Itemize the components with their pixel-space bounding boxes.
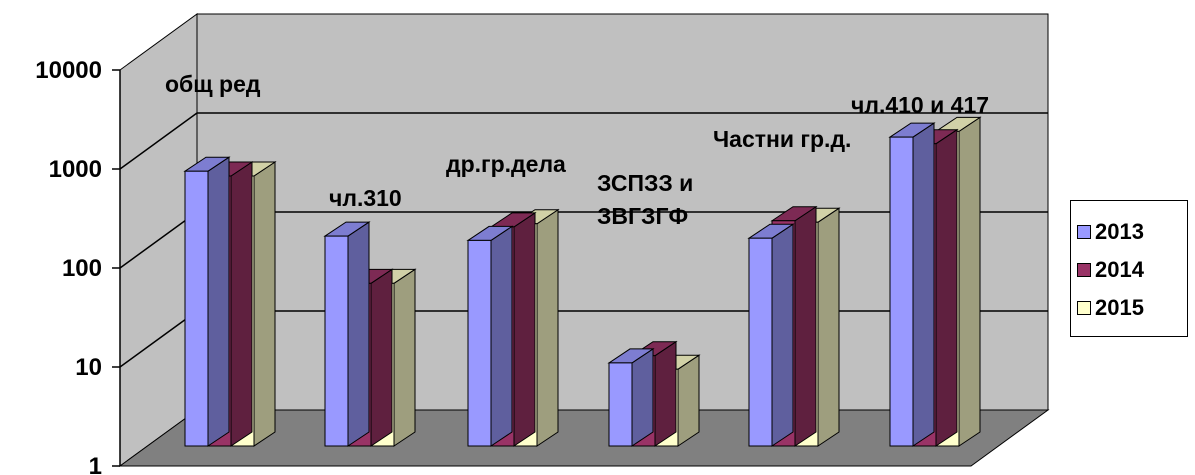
y-tick-label: 1000 [49, 156, 102, 183]
legend-label: 2014 [1095, 257, 1144, 282]
gridline-side [119, 211, 198, 269]
y-tick-label: 100 [62, 255, 102, 282]
category-label: чл.410 и 417 [851, 92, 989, 118]
legend-item-2014: 2014 [1077, 257, 1144, 283]
bar-2013-6 [888, 122, 936, 447]
y-tick-label: 1 [89, 453, 102, 475]
bar-2013-4 [607, 347, 655, 447]
legend-swatch-2015 [1077, 301, 1091, 315]
legend-swatch-2013 [1077, 225, 1091, 239]
category-label: ЗСПЗЗ и [597, 170, 693, 196]
category-label: чл.310 [329, 185, 402, 211]
legend: 2013 2014 2015 [1070, 200, 1188, 337]
bar-2013-5 [747, 223, 795, 447]
gridline-side [119, 112, 198, 170]
legend-item-2015: 2015 [1077, 295, 1144, 321]
legend-label: 2013 [1095, 219, 1144, 244]
legend-swatch-2014 [1077, 263, 1091, 277]
y-tick-label: 10000 [35, 57, 102, 84]
category-label: ЗВГЗГФ [597, 203, 688, 229]
y-tick-label: 10 [75, 354, 102, 381]
bar-2013-3 [466, 225, 514, 447]
legend-label: 2015 [1095, 295, 1144, 320]
gridline-side [119, 310, 198, 368]
legend-item-2013: 2013 [1077, 219, 1144, 245]
category-label: Частни гр.д. [713, 126, 851, 152]
category-label: общ ред [165, 71, 261, 97]
category-label: др.гр.дела [446, 151, 566, 177]
bar-2013-2 [323, 221, 371, 447]
bar-2013-1 [183, 156, 231, 447]
